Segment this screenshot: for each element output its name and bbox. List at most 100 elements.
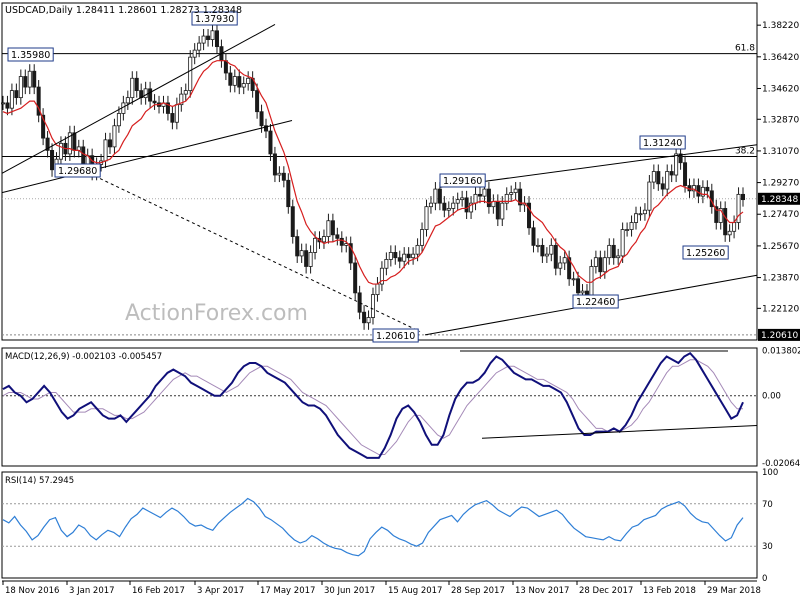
price-y-tick-label: 1.38220: [762, 21, 799, 31]
price-candle: [428, 196, 433, 214]
candle-body: [674, 153, 679, 176]
candle-body: [366, 317, 371, 324]
moving-average-line: [2, 60, 744, 285]
candle-body: [290, 206, 295, 237]
candle-body: [660, 183, 665, 190]
candle-body: [183, 90, 188, 95]
price-candle: [736, 187, 741, 230]
price-candle: [567, 250, 572, 286]
candle-body: [558, 262, 563, 269]
price-candle: [170, 106, 175, 130]
price-candle: [116, 106, 121, 133]
price-candle: [107, 132, 112, 154]
candle-body: [437, 188, 442, 204]
price-candle: [544, 247, 549, 263]
candle-body: [299, 250, 304, 257]
panel-frame-2: [1, 471, 758, 579]
candle-body: [732, 222, 737, 232]
candle-body: [651, 171, 656, 183]
price-candle: [433, 182, 438, 211]
macd-y-tick-label: 0.00: [762, 392, 781, 402]
candle-body: [531, 227, 536, 246]
price-y-tick-label: 1.34620: [762, 84, 799, 94]
price-candle: [660, 176, 665, 197]
price-candle: [495, 194, 500, 227]
price-candle: [366, 310, 371, 330]
price-candle: [0, 95, 6, 110]
price-candle: [183, 83, 188, 102]
candle-body: [665, 171, 670, 190]
candle-body: [45, 137, 50, 151]
price-candle: [130, 71, 135, 105]
current-price-bg: [758, 192, 800, 205]
price-candle: [210, 23, 215, 47]
price-candle: [344, 236, 349, 253]
price-candle: [335, 227, 340, 246]
rsi-y-tick-label: 100: [762, 468, 778, 478]
current-price-text: 1.28348: [761, 195, 798, 205]
price-candle: [330, 213, 335, 242]
annotation-box: 1.20610: [372, 328, 419, 343]
macd-y-tick-label: -0.020648: [762, 459, 800, 469]
candle-body: [469, 202, 474, 213]
price-candle: [27, 64, 32, 95]
fib-level-label: 38.2: [735, 147, 755, 157]
candle-body: [433, 188, 438, 204]
price-candle: [23, 69, 28, 95]
candle-body: [611, 244, 616, 259]
annotation-frame: [639, 135, 686, 150]
annotation-box: 1.29160: [439, 173, 486, 188]
macd-y-tick-label: 0.013802: [762, 347, 800, 357]
candle-body: [446, 208, 451, 211]
price-candle: [611, 238, 616, 265]
candle-body: [388, 252, 393, 260]
price-candle: [460, 190, 465, 207]
candle-body: [18, 76, 23, 99]
rsi-title: RSI(14) 57.2945: [5, 476, 74, 486]
reference-tag-text: 1.20610: [761, 331, 798, 341]
candle-body: [642, 209, 647, 215]
candle-body: [103, 139, 108, 162]
panel-frame-1: [1, 347, 758, 467]
price-candle: [241, 76, 246, 95]
candle-body: [549, 244, 554, 255]
candle-body: [281, 172, 286, 181]
price-candle: [36, 80, 41, 123]
rsi-line: [2, 497, 744, 557]
candle-body: [50, 149, 55, 171]
candle-body: [562, 257, 567, 264]
candle-body: [571, 278, 576, 281]
annotation-frame: [54, 163, 101, 178]
candle-body: [455, 199, 460, 204]
candle-body: [620, 229, 625, 257]
price-candle: [188, 50, 193, 98]
price-candle: [18, 69, 23, 105]
candle-body: [353, 262, 358, 294]
price-candle: [379, 261, 384, 292]
candle-body: [148, 88, 153, 102]
price-candle: [656, 164, 661, 191]
price-candle: [714, 199, 719, 230]
price-y-tick-label: 1.25670: [762, 242, 799, 252]
candle-body: [0, 102, 6, 105]
annotation-label: 1.37930: [195, 14, 234, 25]
price-candle: [732, 215, 737, 239]
candle-body: [313, 237, 318, 253]
candle-body: [152, 100, 157, 104]
price-candle: [9, 83, 14, 116]
candle-body: [304, 250, 309, 267]
price-candle: [540, 238, 545, 263]
trendline: [439, 144, 758, 188]
candle-body: [170, 113, 175, 123]
price-candle: [214, 23, 219, 54]
candle-body: [683, 162, 688, 186]
price-candle: [486, 182, 491, 214]
macd-line: [2, 351, 744, 459]
price-candle: [420, 222, 425, 253]
annotation-label: 1.35980: [11, 50, 50, 61]
price-candle: [469, 196, 474, 219]
price-candle: [357, 285, 362, 320]
price-candle: [527, 196, 532, 235]
dashed-trendline: [99, 178, 421, 333]
fib-level-label: 61.8: [735, 44, 755, 54]
